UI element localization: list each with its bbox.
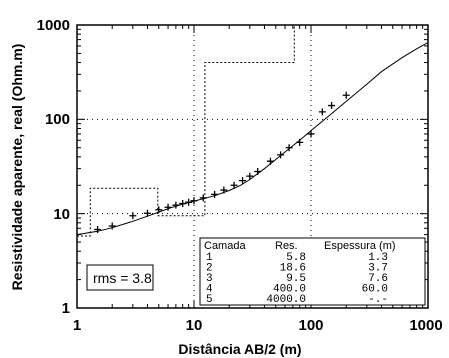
data-point [239, 177, 247, 185]
data-point [285, 144, 293, 152]
data-point [199, 194, 207, 202]
data-point [211, 190, 219, 198]
field-data-points [94, 91, 350, 233]
table-cell: 5.8 [286, 252, 306, 264]
rms-box [86, 264, 154, 291]
table-cell: 4000.0 [266, 294, 306, 306]
model-curve-line [76, 42, 429, 236]
data-point [179, 200, 187, 208]
y-axis-label: Resistividade aparente, real (Ohm.m) [9, 44, 25, 291]
data-point [129, 212, 137, 220]
table-cell: 7.6 [368, 273, 388, 285]
data-point [108, 222, 116, 230]
data-point [230, 181, 238, 189]
y-tick-label: 1 [62, 300, 70, 317]
data-point [266, 157, 274, 165]
y-tick-label: 1000 [37, 17, 70, 34]
data-point [155, 206, 163, 214]
layer-table [199, 237, 426, 306]
table-cell: 5 [206, 294, 213, 306]
data-point [220, 186, 228, 194]
table-rows: 1 5.8 1.3 2 18.6 3.7 3 9.5 7.6 4 400.0 60.0 5 4000.0 -… [206, 252, 388, 306]
x-tick-label: 10 [186, 317, 203, 334]
data-point [172, 201, 180, 209]
y-tick-label: 10 [53, 206, 70, 223]
x-tick-label: 1000 [409, 317, 442, 334]
table-cell: 3.7 [368, 263, 388, 275]
table-cell: 400.0 [273, 284, 306, 296]
data-point [342, 91, 350, 99]
table-cell: 3 [206, 273, 213, 285]
data-point [296, 138, 304, 146]
data-point [307, 130, 315, 138]
table-cell: 4 [206, 284, 213, 296]
table-cell: 1.3 [368, 252, 388, 264]
rms-label: rms = 3.8 [93, 270, 152, 286]
layer-model-line [77, 25, 295, 237]
table-header-thickness: Espessura (m) [324, 240, 396, 252]
data-point [318, 108, 326, 116]
x-tick-label: 100 [298, 317, 323, 334]
data-point [328, 102, 336, 110]
table-cell: 1 [206, 252, 213, 264]
data-point [185, 198, 193, 206]
x-axis-label: Distância AB/2 (m) [178, 341, 301, 357]
x-tick-label: 1 [73, 317, 81, 334]
table-cell: 18.6 [280, 263, 306, 275]
table-cell: -.- [368, 294, 388, 306]
table-cell: 2 [206, 263, 213, 275]
data-point [254, 167, 262, 175]
y-tick-label: 100 [45, 111, 70, 128]
plot-frame [76, 24, 429, 309]
table-cell: 60.0 [362, 284, 388, 296]
data-point [277, 151, 285, 159]
data-point [94, 225, 102, 233]
data-point [190, 197, 198, 205]
data-point [143, 209, 151, 217]
table-header-layer: Camada [204, 240, 246, 252]
table-cell: 9.5 [286, 273, 306, 285]
data-point [164, 203, 172, 211]
table-header-res: Res. [275, 240, 298, 252]
data-point [246, 172, 254, 180]
